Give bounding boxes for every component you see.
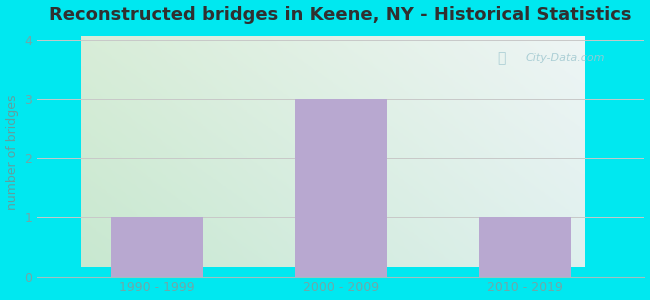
Text: City-Data.com: City-Data.com (526, 53, 605, 63)
Bar (479, 218, 571, 277)
Text: ⓘ: ⓘ (497, 51, 506, 65)
Bar (111, 218, 203, 277)
Bar (294, 99, 387, 277)
Y-axis label: number of bridges: number of bridges (6, 94, 19, 210)
Title: Reconstructed bridges in Keene, NY - Historical Statistics: Reconstructed bridges in Keene, NY - His… (49, 6, 632, 24)
